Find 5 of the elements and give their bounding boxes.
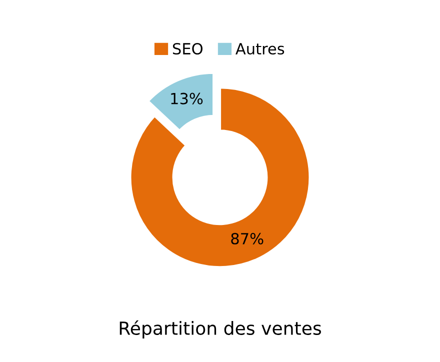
data-label: 87%	[231, 232, 264, 244]
legend-label: SEO	[172, 42, 202, 55]
legend-label: Autres	[236, 43, 284, 55]
text: Répartition des ventes	[120, 320, 321, 339]
data-label: 13%	[171, 92, 203, 104]
